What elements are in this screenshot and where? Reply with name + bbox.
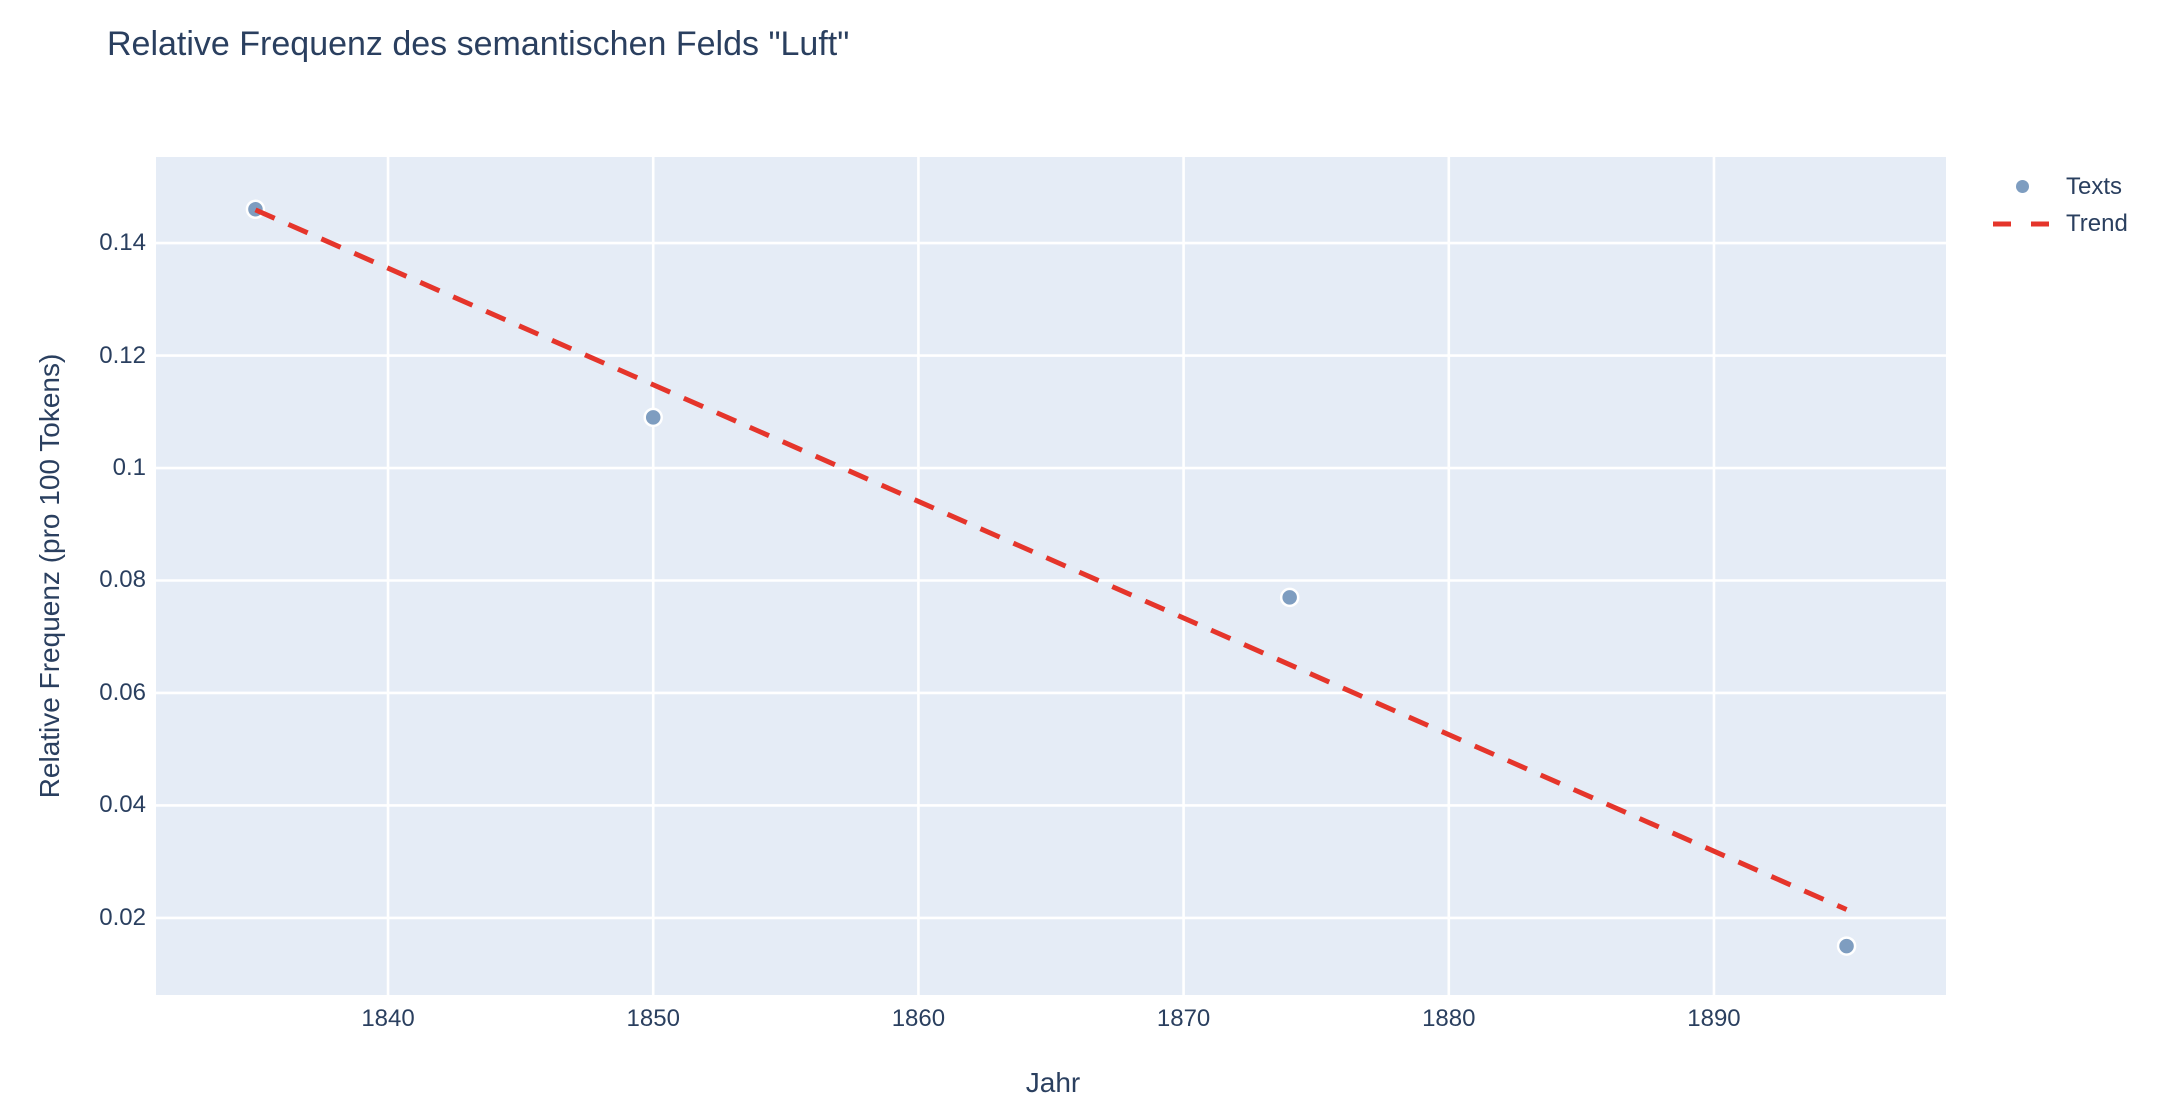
x-tick-label: 1840 (361, 1005, 415, 1032)
legend-item-texts[interactable]: Texts (1986, 168, 2128, 205)
legend-label-trend: Trend (2066, 209, 2128, 237)
trend-line[interactable] (254, 207, 1848, 912)
data-point-1874[interactable] (1279, 587, 1300, 608)
y-tick-label: 0.02 (99, 903, 146, 931)
dashed-line-icon (1993, 221, 2051, 226)
legend-sample-area (1986, 180, 2058, 193)
x-tick-label: 1860 (891, 1005, 946, 1032)
x-tick-label: 1880 (1422, 1005, 1476, 1032)
y-tick-label: 0.06 (99, 678, 146, 706)
x-axis-title: Jahr (1025, 1067, 1081, 1098)
x-tick-label: 1850 (626, 1005, 680, 1032)
y-tick-label: 0.04 (99, 791, 146, 819)
plot-area[interactable] (156, 157, 1946, 995)
x-tick-label: 1870 (1156, 1005, 1211, 1032)
y-tick-label: 0.08 (99, 566, 146, 594)
page-title: Relative Frequenz des semantischen Felds… (107, 25, 850, 63)
legend: Texts Trend (1986, 168, 2128, 242)
data-point-1835[interactable] (245, 199, 266, 220)
data-point-1895[interactable] (1836, 936, 1857, 956)
legend-item-trend[interactable]: Trend (1986, 205, 2128, 242)
y-tick-label: 0.14 (99, 229, 146, 257)
legend-label-texts: Texts (2066, 172, 2123, 200)
y-axis-title: Relative Frequenz (pro 100 Tokens) (34, 353, 65, 799)
x-tick-label: 1890 (1687, 1005, 1741, 1032)
scatter-marker-icon (2015, 180, 2029, 193)
y-tick-label: 0.12 (99, 341, 146, 369)
legend-sample-area (1986, 221, 2058, 227)
y-tick-label: 0.1 (112, 454, 146, 482)
data-point-1850[interactable] (643, 407, 663, 428)
